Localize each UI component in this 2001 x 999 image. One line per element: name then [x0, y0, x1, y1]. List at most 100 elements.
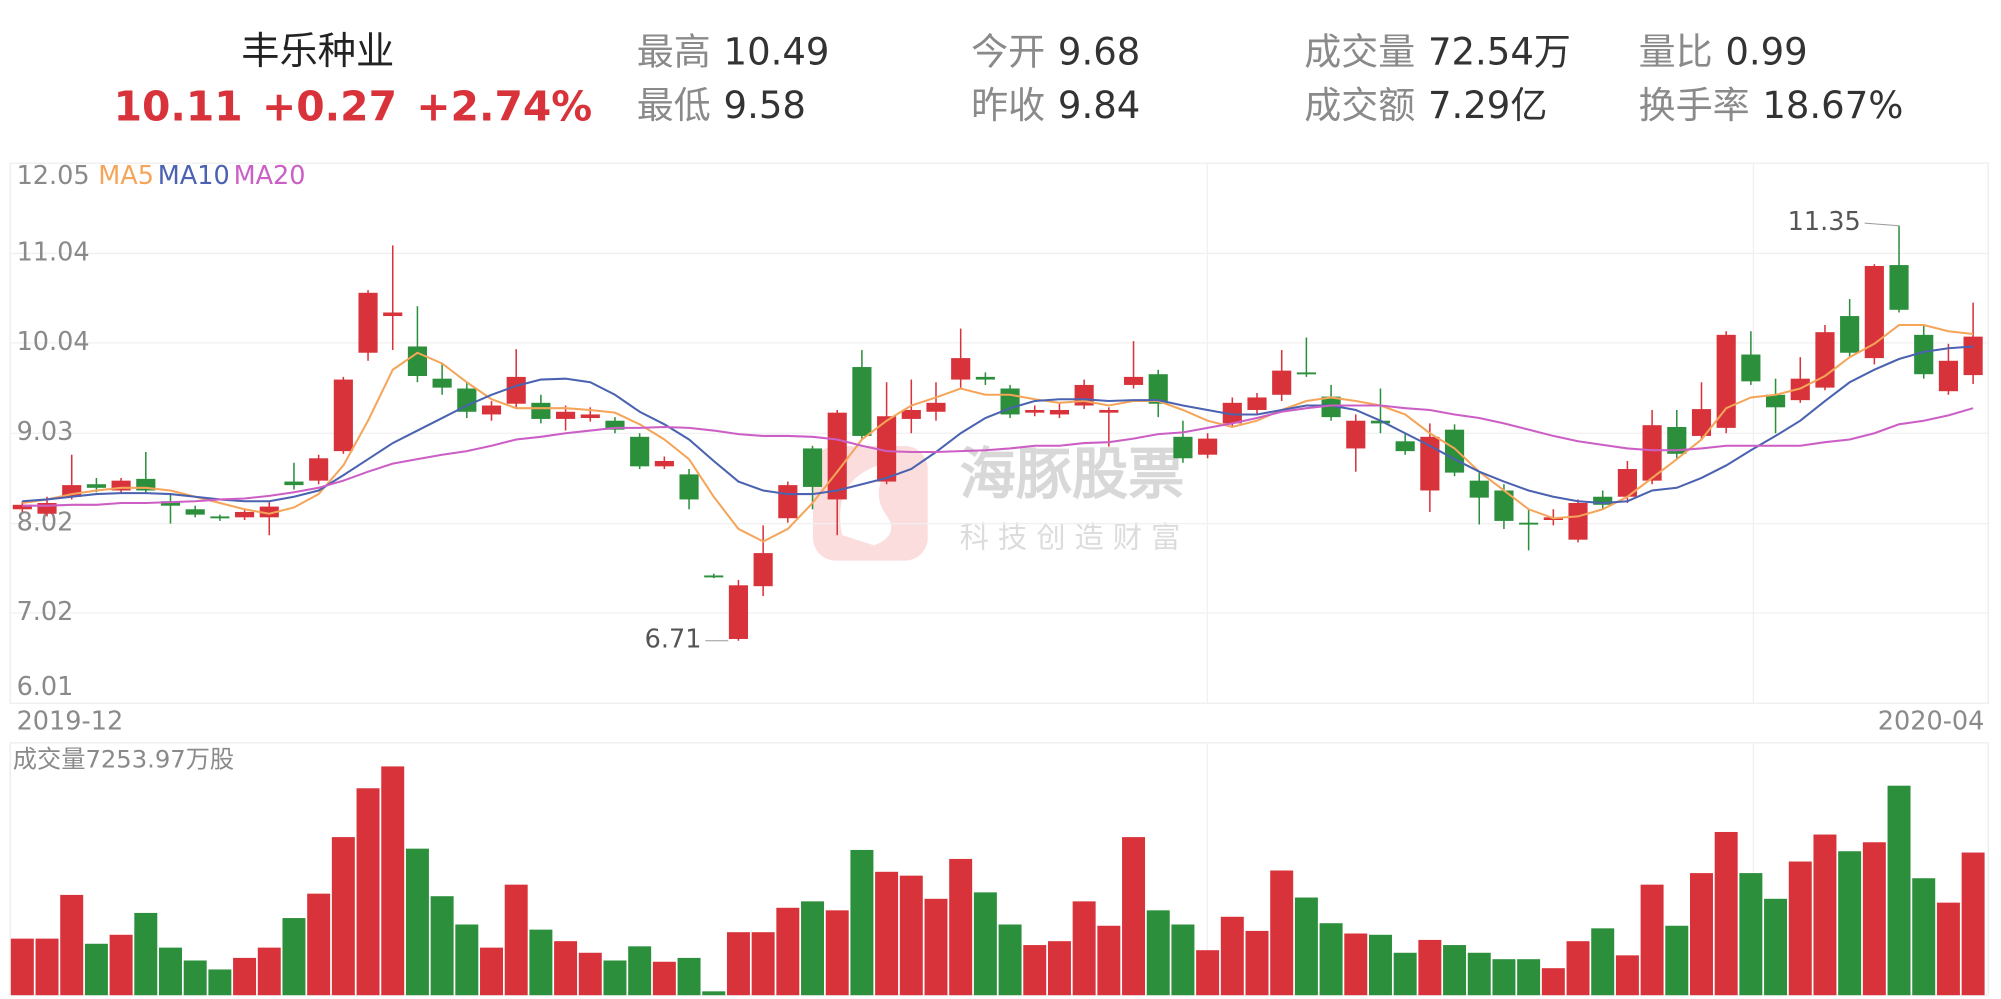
- candle-body: [1148, 374, 1168, 404]
- ma-line: [22, 323, 1974, 543]
- candle-body: [160, 501, 181, 506]
- candle-body: [1346, 420, 1366, 449]
- volume-bar: [529, 929, 553, 996]
- volume-bar: [1566, 941, 1590, 996]
- candle-body: [1420, 436, 1440, 491]
- annotation-high: 11.35: [1788, 207, 1861, 237]
- stat-label: 最低: [637, 84, 711, 127]
- candle-body: [1815, 332, 1835, 388]
- candle-body: [383, 312, 403, 317]
- volume-bar: [183, 960, 207, 996]
- volume-bar: [381, 766, 405, 996]
- volume-bar: [455, 924, 479, 996]
- stat-label: 成交额: [1304, 84, 1415, 127]
- stat-label: 最高: [637, 30, 711, 73]
- volume-bar: [1887, 785, 1911, 996]
- candle-body: [259, 506, 279, 518]
- stat-label: 量比: [1639, 30, 1713, 73]
- candle-body: [333, 379, 353, 452]
- volume-bar: [652, 961, 676, 996]
- volume-bar: [1072, 901, 1096, 996]
- candle-body: [1642, 425, 1662, 481]
- candle-body: [506, 376, 526, 404]
- volume-bar: [751, 932, 775, 996]
- candle-body: [407, 346, 427, 376]
- stat: 成交量 72.54万: [1304, 30, 1571, 73]
- stat: 最高 10.49: [637, 30, 830, 73]
- candle-body: [358, 292, 378, 353]
- candle-body: [704, 575, 724, 578]
- candle-body: [1296, 372, 1316, 375]
- change: +0.27: [262, 83, 397, 131]
- volume-bar: [233, 957, 257, 996]
- volume-bar: [850, 849, 874, 996]
- candle-body: [210, 516, 230, 519]
- volume-bar: [1146, 910, 1170, 996]
- candle-body: [1123, 376, 1144, 385]
- candle-body: [1025, 409, 1045, 413]
- candle-body: [1321, 396, 1341, 418]
- volume-bar: [899, 875, 923, 996]
- stat: 最低 9.58: [637, 84, 806, 127]
- volume-bar: [1344, 933, 1368, 996]
- volume-bar: [356, 788, 380, 996]
- volume-bar: [331, 837, 355, 996]
- candle-body: [12, 504, 32, 510]
- candle-body: [1617, 469, 1637, 497]
- candle-body: [136, 478, 156, 491]
- volume-bar: [1220, 916, 1244, 996]
- candle-body: [1568, 503, 1588, 540]
- volume-bar: [1936, 902, 1960, 996]
- candle-body: [679, 474, 699, 500]
- volume-bar: [1047, 941, 1071, 996]
- candle-body: [877, 416, 897, 482]
- candle-body: [1716, 334, 1736, 428]
- volume-bar: [1690, 873, 1713, 996]
- volume-bar: [1739, 873, 1763, 996]
- candle-body: [481, 405, 502, 415]
- candle-body: [802, 448, 823, 487]
- volume-bar: [257, 947, 281, 996]
- candle-body: [630, 436, 650, 467]
- watermark-brand: 海豚股票: [960, 442, 1185, 507]
- candle-body: [1914, 334, 1934, 375]
- candle-body: [1444, 429, 1465, 473]
- candle-body: [1840, 316, 1860, 353]
- stat-value: 18.67%: [1762, 84, 1903, 127]
- volume-bar: [1319, 923, 1343, 996]
- stat-value: 0.99: [1725, 30, 1807, 73]
- volume-bar: [726, 932, 750, 996]
- candle-body: [1370, 420, 1391, 424]
- volume-bar: [35, 938, 59, 996]
- volume-bar: [1764, 898, 1788, 996]
- volume-bar: [480, 947, 503, 996]
- candle-body: [1222, 402, 1242, 424]
- stat-value: 9.84: [1058, 84, 1140, 127]
- volume-bar: [109, 934, 133, 996]
- stat-label: 成交量: [1304, 30, 1415, 73]
- candle-body: [62, 485, 82, 497]
- candle-body: [1889, 265, 1909, 310]
- ma-line: [22, 404, 1974, 507]
- volume-bar: [159, 947, 182, 996]
- volume-bar: [825, 910, 849, 996]
- volume-bar: [307, 893, 331, 996]
- stock-name: 丰乐种业: [241, 29, 394, 74]
- y-tick-label: 6.01: [17, 672, 74, 702]
- candle-body: [185, 509, 205, 515]
- candle-body: [1864, 265, 1884, 359]
- volume-bar: [1591, 928, 1615, 996]
- y-tick-label: 11.04: [17, 237, 90, 267]
- candle-body: [1593, 496, 1613, 505]
- candle-body: [827, 412, 847, 500]
- ma-line: [22, 345, 1974, 505]
- watermark-slogan: 科技创造财富: [960, 521, 1190, 555]
- volume-bar: [10, 938, 34, 996]
- volume-bar: [1961, 852, 1985, 996]
- volume-bar: [1270, 870, 1294, 996]
- candle-body: [654, 460, 674, 467]
- candle-body: [1049, 409, 1070, 415]
- candle-body: [1099, 409, 1119, 413]
- candle-body: [1667, 426, 1687, 454]
